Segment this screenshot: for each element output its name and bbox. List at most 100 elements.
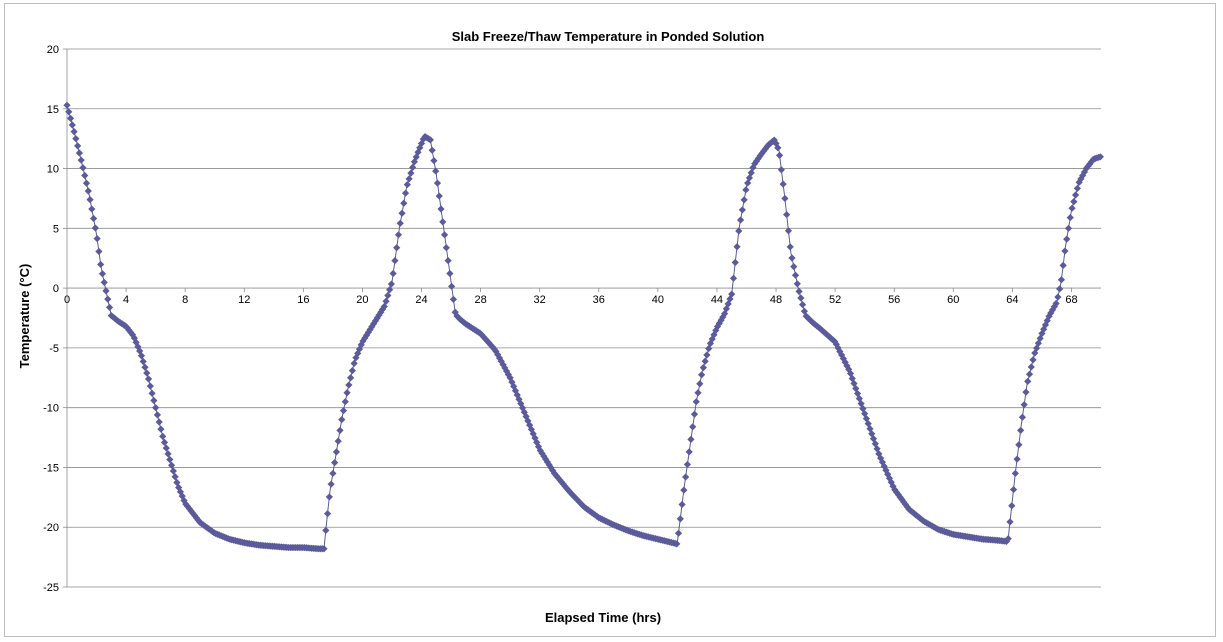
temperature-chart: Slab Freeze/Thaw Temperature in Ponded S… — [17, 29, 1105, 625]
y-tick-labels: -25 -20 -15 -10 -5 0 5 10 15 20 — [43, 44, 59, 594]
data-point — [568, 490, 576, 499]
data-point — [153, 411, 162, 419]
data-point — [896, 493, 904, 501]
data-point — [729, 274, 738, 282]
x-tick-labels: 0 4 8 12 16 20 24 28 32 36 40 44 48 52 56 60 64 68 — [64, 294, 1078, 306]
data-point — [1050, 303, 1058, 311]
data-point — [832, 340, 840, 348]
data-point — [726, 295, 734, 303]
data-point — [545, 461, 553, 469]
data-point — [696, 380, 704, 388]
data-point — [775, 151, 784, 160]
data-point — [740, 196, 748, 204]
data-point — [382, 297, 390, 305]
data-point — [396, 219, 404, 227]
axes — [63, 48, 1101, 588]
data-point — [1024, 377, 1032, 385]
data-point — [1086, 160, 1094, 168]
x-tick-label: 44 — [711, 294, 723, 306]
x-tick-label: 64 — [1006, 294, 1018, 306]
data-point — [414, 148, 422, 156]
y-tick-label: 5 — [53, 223, 59, 235]
data-point — [343, 389, 351, 397]
data-point — [781, 194, 789, 203]
data-point — [150, 396, 158, 405]
data-point — [715, 319, 723, 327]
data-point — [731, 258, 739, 267]
data-point — [487, 341, 495, 349]
y-tick-label: -25 — [43, 582, 59, 594]
data-point — [682, 473, 690, 481]
data-point — [478, 331, 486, 339]
data-point — [697, 371, 706, 379]
data-point — [357, 341, 365, 349]
data-point — [123, 324, 131, 332]
data-point — [674, 529, 683, 537]
data-point — [407, 169, 415, 177]
data-point — [409, 163, 417, 171]
data-point — [336, 426, 344, 434]
data-point — [689, 423, 697, 431]
x-tick-label: 68 — [1065, 294, 1077, 306]
data-point — [903, 503, 911, 511]
data-point — [173, 478, 181, 487]
data-point — [331, 459, 339, 467]
data-point — [97, 260, 105, 269]
data-point — [166, 455, 174, 464]
data-point — [772, 139, 780, 148]
data-point — [386, 286, 394, 294]
data-point — [348, 367, 356, 375]
data-point — [88, 205, 96, 213]
data-point — [540, 452, 548, 460]
data-point — [485, 339, 493, 347]
data-point — [86, 195, 94, 204]
data-point — [559, 480, 567, 488]
data-point — [898, 495, 906, 504]
data-point — [774, 144, 782, 152]
x-tick-label: 12 — [238, 294, 250, 306]
y-tick-label: 0 — [53, 283, 59, 295]
y-tick-label: -15 — [43, 462, 59, 474]
data-point — [744, 179, 752, 187]
data-point — [398, 209, 406, 217]
data-point — [565, 487, 573, 495]
data-point — [550, 469, 559, 478]
data-point — [526, 421, 534, 429]
x-tick-label: 16 — [297, 294, 309, 306]
data-point — [439, 218, 447, 226]
y-axis-title: Temperature (°C) — [17, 264, 32, 369]
data-point — [176, 488, 185, 496]
data-point — [685, 448, 693, 456]
data-point — [864, 420, 872, 428]
data-point — [448, 282, 456, 291]
data-point — [68, 121, 76, 129]
data-point — [121, 322, 130, 330]
data-point — [368, 323, 376, 331]
data-point — [1034, 339, 1042, 347]
data-point — [1071, 191, 1080, 199]
data-point — [384, 291, 392, 300]
data-point — [1070, 198, 1078, 206]
data-point — [549, 466, 557, 475]
data-point — [444, 257, 452, 265]
data-point — [84, 187, 92, 195]
y-tick-label: 10 — [47, 164, 59, 176]
data-point — [1022, 388, 1030, 396]
data-point — [791, 271, 800, 279]
data-point — [738, 206, 746, 214]
data-point — [433, 179, 442, 187]
data-point — [1018, 413, 1027, 421]
x-tick-label: 60 — [947, 294, 959, 306]
data-point — [531, 434, 539, 442]
data-point — [1096, 153, 1105, 161]
data-point — [518, 404, 527, 412]
data-point — [412, 153, 420, 161]
data-point — [533, 438, 541, 446]
data-point — [378, 305, 387, 313]
data-point — [162, 444, 170, 452]
data-point — [855, 394, 863, 403]
data-point — [900, 498, 908, 506]
data-point — [89, 214, 98, 223]
data-point — [338, 416, 346, 424]
y-tick-label: 20 — [47, 44, 59, 56]
